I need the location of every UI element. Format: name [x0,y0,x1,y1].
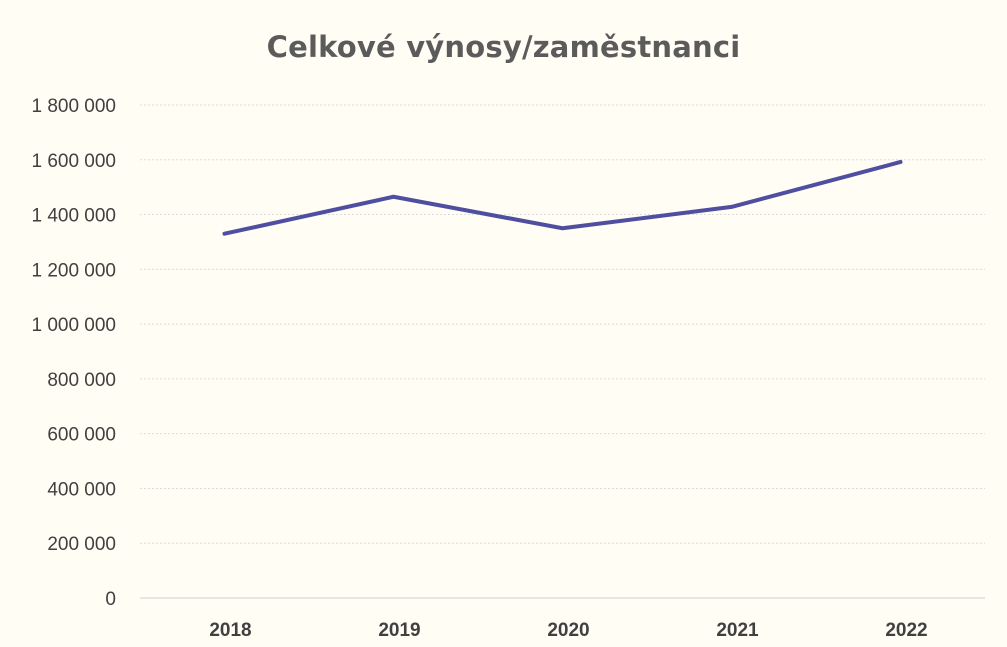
x-tick-label: 2019 [378,620,420,641]
series-layer [222,159,903,236]
series-line [222,159,903,236]
y-tick-label: 800 000 [47,370,116,391]
y-tick-label: 1 600 000 [31,151,116,172]
y-tick-label: 1 400 000 [31,206,116,227]
x-tick-label: 2018 [209,620,251,641]
y-tick-label: 0 [105,589,116,610]
y-tick-label: 400 000 [47,479,116,500]
y-axis-ticks: 0 200 000 400 000 600 000 800 000 1 000 000 1 … [31,96,116,610]
y-tick-label: 1 200 000 [31,260,116,281]
x-tick-label: 2022 [885,620,927,641]
x-tick-label: 2021 [716,620,759,641]
y-tick-label: 200 000 [47,534,116,555]
y-tick-label: 1 800 000 [31,96,116,117]
y-tick-label: 600 000 [47,425,116,446]
y-tick-label: 1 000 000 [31,315,116,336]
chart-title: Celkové výnosy/zaměstnanci [266,30,741,64]
x-tick-label: 2020 [547,620,589,641]
x-axis-ticks: 2018 2019 2020 2021 2022 [209,620,927,641]
gridlines [140,104,985,599]
